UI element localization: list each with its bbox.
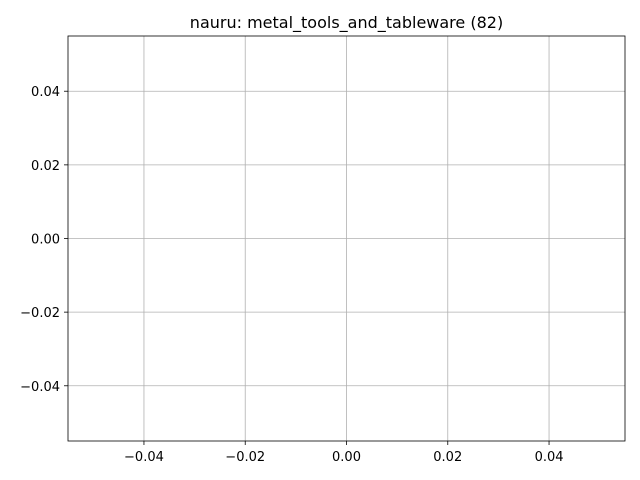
y-tick-label: −0.02: [20, 306, 60, 321]
x-tick-label: 0.00: [332, 450, 361, 465]
chart-title: nauru: metal_tools_and_tableware (82): [190, 13, 503, 33]
y-axis: −0.04 −0.02 0.00 0.02 0.04: [20, 85, 68, 395]
grid: [68, 36, 625, 441]
x-axis: −0.04 −0.02 0.00 0.02 0.04: [124, 441, 564, 465]
y-tick-label: 0.00: [31, 233, 60, 248]
y-tick-label: 0.02: [31, 159, 60, 174]
x-tick-label: 0.02: [433, 450, 462, 465]
y-tick-label: −0.04: [20, 380, 60, 395]
x-tick-label: −0.02: [225, 450, 265, 465]
y-tick-label: 0.04: [31, 85, 60, 100]
x-tick-label: 0.04: [535, 450, 564, 465]
x-tick-label: −0.04: [124, 450, 164, 465]
